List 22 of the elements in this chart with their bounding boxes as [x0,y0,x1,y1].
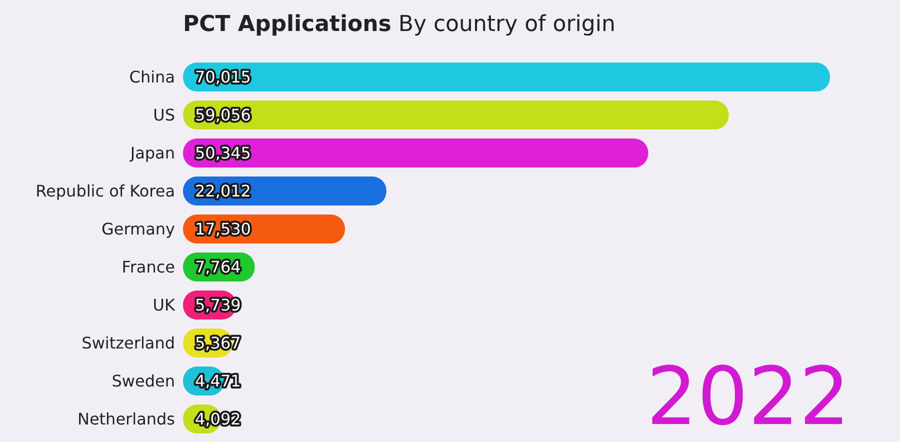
y-tick-label: Republic of Korea [36,182,175,201]
y-tick-label: Germany [101,220,175,239]
y-tick-label: Sweden [112,372,175,391]
bar [183,138,648,168]
y-tick-label: Japan [129,144,175,163]
data-label: 7,764 [195,258,241,277]
y-tick-label: China [129,68,175,87]
data-label: 59,056 [195,106,251,125]
y-tick-label: Switzerland [82,334,175,353]
chart-title: PCT Applications [183,12,392,37]
data-label: 50,345 [195,144,251,163]
y-tick-label: UK [152,296,176,315]
y-tick-label: France [122,258,175,277]
bar [183,100,729,130]
data-label: 70,015 [195,68,251,87]
y-tick-label: Netherlands [77,410,175,429]
y-tick-label: US [153,106,175,125]
chart-subtitle: By country of origin [398,12,616,37]
data-label: 17,530 [195,220,251,239]
data-label: 22,012 [195,182,251,201]
annotation: 2022 [646,350,850,442]
bar [183,62,830,92]
